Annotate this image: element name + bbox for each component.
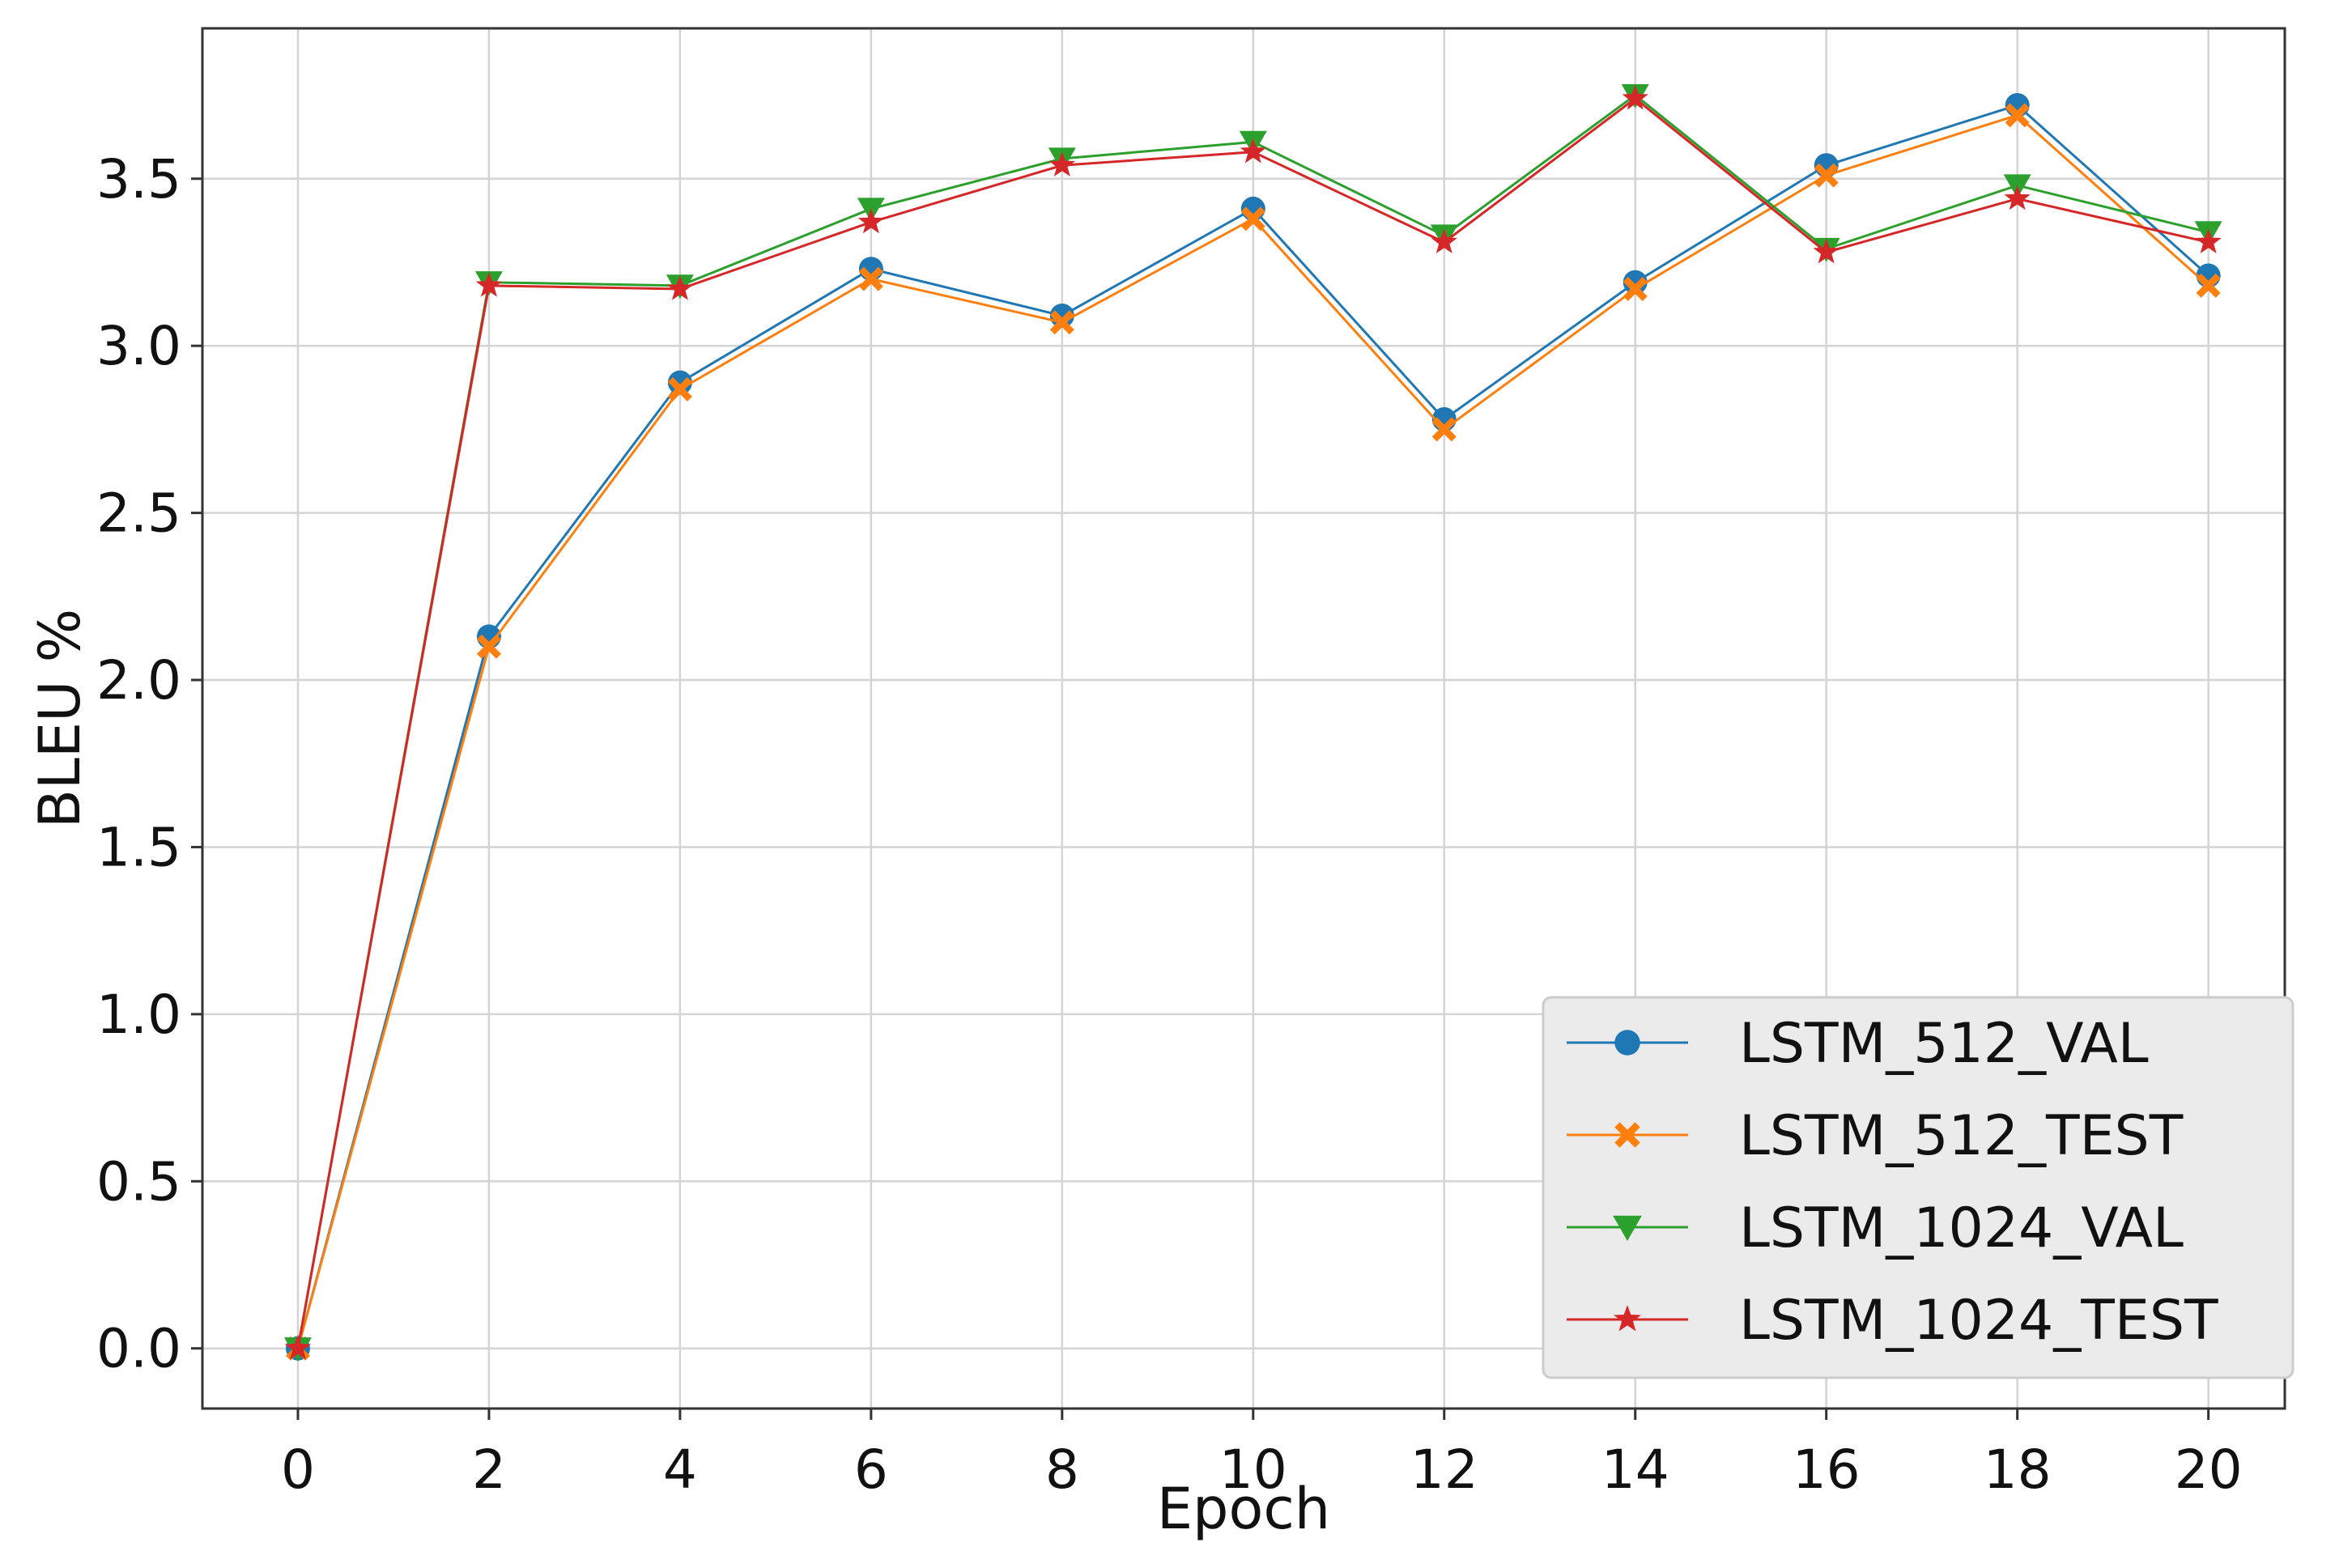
data-point bbox=[1623, 277, 1648, 302]
legend-entries: LSTM_512_VAL LSTM_512_TEST LSTM_1024_VAL LS… bbox=[1567, 1012, 2218, 1353]
legend-item: LSTM_1024_VAL bbox=[1567, 1196, 2184, 1260]
data-point bbox=[1049, 310, 1074, 335]
data-point bbox=[1240, 206, 1265, 232]
legend-label: LSTM_1024_VAL bbox=[1739, 1196, 2184, 1260]
data-point bbox=[2195, 228, 2222, 253]
data-point bbox=[1814, 163, 1839, 188]
y-tick-label: 0.5 bbox=[96, 1150, 181, 1213]
y-tick-label: 2.0 bbox=[96, 649, 181, 712]
series-lstm-1024-test bbox=[284, 84, 2222, 1360]
legend-marker bbox=[1613, 1215, 1642, 1241]
data-point bbox=[858, 266, 883, 291]
x-tick-label: 0 bbox=[281, 1438, 315, 1501]
x-tick-label: 6 bbox=[854, 1438, 888, 1501]
data-point bbox=[857, 208, 885, 234]
legend-label: LSTM_512_TEST bbox=[1739, 1104, 2184, 1168]
y-tick-label: 3.0 bbox=[96, 315, 181, 377]
legend-item: LSTM_512_VAL bbox=[1567, 1012, 2149, 1076]
data-point bbox=[2196, 273, 2221, 298]
x-tick-label: 10 bbox=[1219, 1438, 1287, 1501]
data-point bbox=[667, 376, 692, 402]
data-point bbox=[2004, 185, 2031, 210]
legend-marker bbox=[1614, 1030, 1640, 1056]
data-point bbox=[1048, 151, 1076, 177]
x-tick-label: 4 bbox=[663, 1438, 697, 1501]
data-point bbox=[476, 634, 501, 659]
legend-box bbox=[1542, 996, 2295, 1379]
x-tick-label: 16 bbox=[1793, 1438, 1861, 1501]
legend-label: LSTM_1024_TEST bbox=[1739, 1289, 2218, 1353]
x-tick-label: 14 bbox=[1601, 1438, 1669, 1501]
legend-label: LSTM_512_VAL bbox=[1739, 1012, 2149, 1076]
y-axis-title: BLEU % bbox=[27, 609, 93, 828]
x-tick-label: 12 bbox=[1410, 1438, 1478, 1501]
data-point bbox=[1240, 138, 1266, 164]
x-tick-label: 20 bbox=[2175, 1438, 2243, 1501]
plot-frame bbox=[201, 27, 2286, 1410]
data-point bbox=[667, 370, 692, 395]
legend: LSTM_512_VAL LSTM_512_TEST LSTM_1024_VAL LS… bbox=[1542, 996, 2295, 1379]
series-lstm-512-test bbox=[285, 103, 2221, 1361]
data-point bbox=[1623, 270, 1648, 295]
y-tick-label: 1.0 bbox=[96, 984, 181, 1046]
data-point bbox=[475, 271, 503, 297]
data-point bbox=[1431, 228, 1457, 253]
x-tick-label: 18 bbox=[1984, 1438, 2052, 1501]
legend-item: LSTM_1024_TEST bbox=[1567, 1289, 2218, 1353]
data-point bbox=[666, 275, 694, 300]
y-tick-label: 2.5 bbox=[96, 482, 181, 545]
data-point bbox=[1813, 238, 1839, 264]
y-tick-label: 0.0 bbox=[96, 1318, 181, 1380]
data-point bbox=[284, 1334, 312, 1360]
legend-marker bbox=[1614, 1122, 1640, 1148]
x-axis-title: Epoch bbox=[1157, 1476, 1330, 1542]
y-tick-label: 3.5 bbox=[96, 148, 181, 210]
x-tick-label: 2 bbox=[472, 1438, 506, 1501]
axis-ticks: 0 2 4 6 8 10 12 14 16 18 20 0.0 0.5 1.0 1.5 2.0 2.5 3.0 3.… bbox=[96, 148, 2243, 1501]
x-tick-label: 8 bbox=[1045, 1438, 1079, 1501]
data-point bbox=[1431, 417, 1457, 442]
legend-item: LSTM_512_TEST bbox=[1567, 1104, 2184, 1168]
data-point bbox=[1622, 84, 1648, 110]
y-tick-label: 1.5 bbox=[96, 816, 181, 878]
legend-marker bbox=[1614, 1305, 1641, 1332]
data-point bbox=[2005, 103, 2030, 128]
series-layer bbox=[283, 83, 2222, 1362]
